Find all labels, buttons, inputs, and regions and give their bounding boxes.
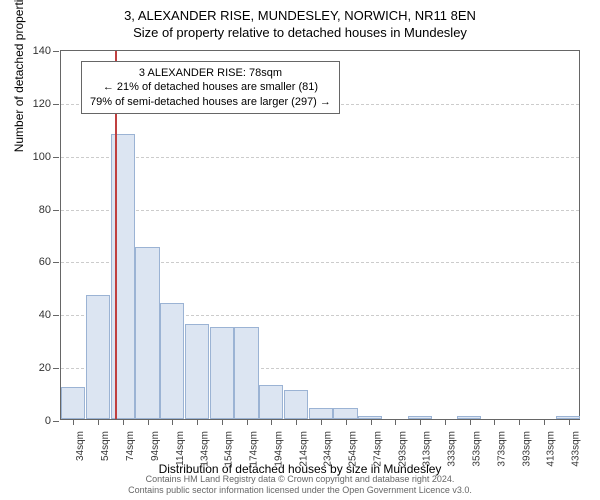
x-tick: [346, 419, 347, 425]
x-tick: [271, 419, 272, 425]
x-tick: [172, 419, 173, 425]
histogram-bar: [284, 390, 308, 419]
y-tick-label: 100: [33, 151, 51, 163]
histogram-bar: [259, 385, 283, 419]
info-box-line: 79% of semi-detached houses are larger (…: [90, 95, 331, 109]
histogram-bar: [210, 327, 234, 420]
x-tick: [519, 419, 520, 425]
grid-line: [61, 157, 579, 158]
x-tick: [569, 419, 570, 425]
x-tick: [148, 419, 149, 425]
x-tick-label: 114sqm: [174, 431, 185, 466]
footer-line-1: Contains HM Land Registry data © Crown c…: [0, 474, 600, 485]
histogram-bar: [234, 327, 258, 420]
grid-line: [61, 210, 579, 211]
x-tick: [321, 419, 322, 425]
y-tick: [53, 104, 59, 105]
histogram-bar: [333, 408, 357, 419]
y-tick: [53, 51, 59, 52]
x-tick: [98, 419, 99, 425]
chart-title-sub: Size of property relative to detached ho…: [0, 23, 600, 40]
histogram-bar: [185, 324, 209, 419]
chart-title-main: 3, ALEXANDER RISE, MUNDESLEY, NORWICH, N…: [0, 0, 600, 23]
x-tick: [123, 419, 124, 425]
y-tick-label: 140: [33, 45, 51, 57]
x-tick: [296, 419, 297, 425]
x-tick: [73, 419, 74, 425]
x-tick: [420, 419, 421, 425]
footer-line-2: Contains public sector information licen…: [0, 485, 600, 496]
chart-footer: Contains HM Land Registry data © Crown c…: [0, 474, 600, 496]
info-box: 3 ALEXANDER RISE: 78sqm← 21% of detached…: [81, 61, 340, 114]
x-tick: [247, 419, 248, 425]
y-axis-title: Number of detached properties: [12, 0, 26, 152]
histogram-bar: [111, 134, 135, 419]
info-box-line: 3 ALEXANDER RISE: 78sqm: [90, 66, 331, 80]
x-tick-label: 94sqm: [150, 431, 161, 461]
x-tick-label: 34sqm: [75, 431, 86, 461]
histogram-bar: [61, 387, 85, 419]
histogram-bar: [309, 408, 333, 419]
x-tick-label: 74sqm: [125, 431, 136, 461]
y-tick: [53, 157, 59, 158]
x-tick-label: 54sqm: [100, 431, 111, 461]
x-tick: [445, 419, 446, 425]
y-tick-label: 80: [39, 204, 51, 216]
y-tick: [53, 421, 59, 422]
x-tick: [197, 419, 198, 425]
y-tick-label: 60: [39, 256, 51, 268]
y-tick-label: 120: [33, 98, 51, 110]
chart-plot-area: 02040608010012014034sqm54sqm74sqm94sqm11…: [60, 50, 580, 420]
x-tick: [222, 419, 223, 425]
info-box-line: ← 21% of detached houses are smaller (81…: [90, 80, 331, 94]
x-tick: [494, 419, 495, 425]
histogram-bar: [86, 295, 110, 419]
y-tick-label: 40: [39, 309, 51, 321]
histogram-bar: [135, 247, 159, 419]
x-tick: [371, 419, 372, 425]
x-tick: [470, 419, 471, 425]
y-tick-label: 0: [45, 415, 51, 427]
y-tick: [53, 210, 59, 211]
x-tick: [395, 419, 396, 425]
y-tick-label: 20: [39, 362, 51, 374]
y-tick: [53, 315, 59, 316]
y-tick: [53, 368, 59, 369]
y-tick: [53, 262, 59, 263]
x-tick: [544, 419, 545, 425]
chart-container: 3, ALEXANDER RISE, MUNDESLEY, NORWICH, N…: [0, 0, 600, 500]
histogram-bar: [160, 303, 184, 419]
